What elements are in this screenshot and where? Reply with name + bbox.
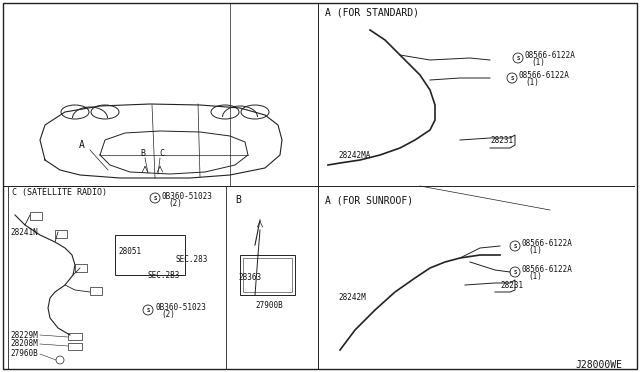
Text: J28000WE: J28000WE bbox=[575, 360, 622, 370]
Text: 08566-6122A: 08566-6122A bbox=[525, 51, 576, 60]
Text: 28231: 28231 bbox=[490, 135, 513, 144]
Text: (2): (2) bbox=[168, 199, 182, 208]
Text: (1): (1) bbox=[531, 58, 545, 67]
Text: 08566-6122A: 08566-6122A bbox=[519, 71, 570, 80]
Text: S: S bbox=[513, 269, 516, 275]
Text: 0B360-51023: 0B360-51023 bbox=[162, 192, 213, 201]
Text: (2): (2) bbox=[161, 311, 175, 320]
Bar bbox=[90, 287, 102, 295]
Text: (1): (1) bbox=[528, 246, 542, 254]
Bar bbox=[75, 264, 87, 272]
Text: (1): (1) bbox=[525, 77, 539, 87]
Text: 28208M: 28208M bbox=[10, 340, 38, 349]
Text: (1): (1) bbox=[528, 273, 542, 282]
Text: C (SATELLITE RADIO): C (SATELLITE RADIO) bbox=[12, 187, 107, 196]
Text: 28242M: 28242M bbox=[338, 294, 365, 302]
Text: SEC.283: SEC.283 bbox=[175, 256, 207, 264]
Bar bbox=[30, 212, 42, 220]
Bar bbox=[68, 333, 82, 340]
Text: A (FOR STANDARD): A (FOR STANDARD) bbox=[325, 7, 419, 17]
Text: 27900B: 27900B bbox=[255, 301, 283, 310]
Text: 28242MA: 28242MA bbox=[338, 151, 371, 160]
Bar bbox=[68, 343, 82, 350]
Text: 28229M: 28229M bbox=[10, 330, 38, 340]
Text: S: S bbox=[510, 76, 514, 80]
Text: 28051: 28051 bbox=[118, 247, 141, 257]
Text: 28363: 28363 bbox=[238, 273, 261, 282]
Text: C: C bbox=[159, 148, 164, 157]
Text: S: S bbox=[154, 196, 157, 201]
Text: SEC.2B3: SEC.2B3 bbox=[148, 270, 180, 279]
Text: 0B360-51023: 0B360-51023 bbox=[155, 304, 206, 312]
Text: 08566-6122A: 08566-6122A bbox=[522, 266, 573, 275]
Text: B: B bbox=[141, 148, 145, 157]
Text: B: B bbox=[235, 195, 241, 205]
Text: 28231: 28231 bbox=[500, 280, 523, 289]
Text: A: A bbox=[79, 140, 85, 150]
Bar bbox=[55, 230, 67, 238]
Text: S: S bbox=[516, 55, 520, 61]
Text: 28241N: 28241N bbox=[10, 228, 38, 237]
Text: 08566-6122A: 08566-6122A bbox=[522, 238, 573, 247]
Text: A (FOR SUNROOF): A (FOR SUNROOF) bbox=[325, 195, 413, 205]
Bar bbox=[8, 186, 226, 369]
Text: S: S bbox=[147, 308, 150, 312]
Text: S: S bbox=[513, 244, 516, 248]
Text: 27960B: 27960B bbox=[10, 350, 38, 359]
